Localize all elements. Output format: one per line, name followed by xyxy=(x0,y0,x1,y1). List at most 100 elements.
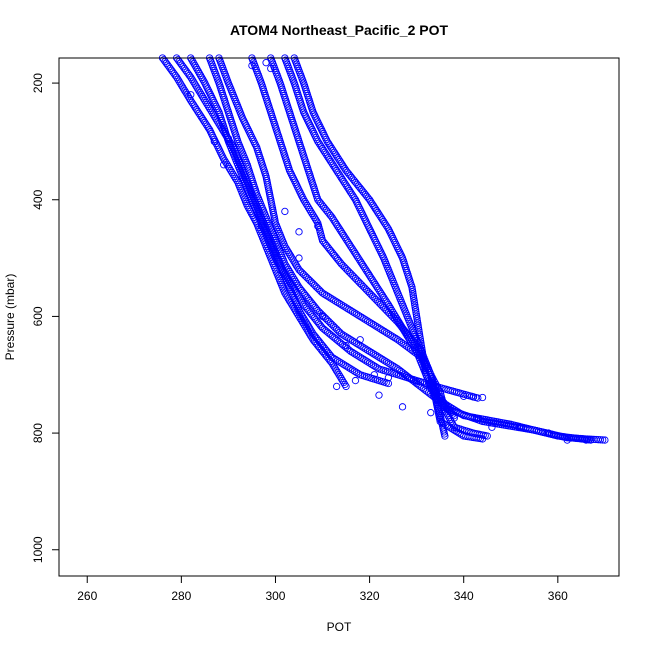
data-point xyxy=(197,113,206,121)
data-point xyxy=(224,134,233,143)
data-point xyxy=(372,282,381,291)
data-point xyxy=(307,207,315,216)
data-point xyxy=(330,296,338,304)
data-point xyxy=(285,268,294,276)
y-axis: 200 400 600 800 1000 xyxy=(31,73,59,563)
data-point xyxy=(337,159,345,167)
data-point xyxy=(436,417,444,426)
data-point xyxy=(347,242,355,251)
data-point xyxy=(375,286,383,294)
data-point xyxy=(229,170,237,179)
data-point xyxy=(308,328,316,336)
data-point xyxy=(356,341,364,350)
data-point xyxy=(378,216,387,224)
data-point xyxy=(374,284,382,292)
data-point xyxy=(188,75,196,83)
data-point xyxy=(297,310,305,319)
data-point xyxy=(367,348,376,357)
data-point xyxy=(384,301,393,309)
data-point xyxy=(401,328,409,336)
data-point xyxy=(318,145,327,153)
data-point xyxy=(192,83,201,91)
data-point xyxy=(446,415,454,424)
data-point xyxy=(197,73,206,81)
data-point xyxy=(439,399,447,407)
data-point xyxy=(383,223,391,231)
data-point xyxy=(367,360,376,368)
data-point xyxy=(310,213,318,221)
data-point xyxy=(337,374,345,383)
data-point xyxy=(357,259,365,267)
data-point xyxy=(348,190,356,198)
data-point xyxy=(596,436,605,444)
data-point xyxy=(295,306,303,315)
data-point xyxy=(288,254,296,262)
data-point xyxy=(281,242,289,251)
data-point xyxy=(185,71,194,80)
data-point xyxy=(198,93,207,101)
data-point xyxy=(314,137,322,146)
data-point xyxy=(329,146,337,155)
data-point xyxy=(364,346,372,354)
data-point xyxy=(563,436,571,444)
data-point xyxy=(329,215,337,223)
data-point xyxy=(369,361,377,370)
data-point xyxy=(443,401,451,409)
data-point xyxy=(488,423,496,431)
data-point xyxy=(197,91,206,99)
data-point xyxy=(345,186,354,195)
data-point xyxy=(332,152,341,160)
data-point xyxy=(450,414,458,422)
data-point xyxy=(205,104,214,113)
data-point xyxy=(334,222,342,231)
data-point xyxy=(195,109,203,117)
data-point xyxy=(388,361,396,370)
data-point xyxy=(305,205,314,214)
data-point xyxy=(335,299,344,308)
data-point xyxy=(341,380,349,389)
data-point xyxy=(371,362,379,371)
data-point xyxy=(460,392,468,400)
data-point xyxy=(348,337,357,345)
data-point xyxy=(196,89,204,97)
data-point xyxy=(382,358,391,366)
data-point xyxy=(344,185,353,193)
data-point xyxy=(227,166,235,175)
data-point xyxy=(201,96,209,105)
data-point xyxy=(248,211,257,219)
data-point xyxy=(315,139,323,147)
data-point xyxy=(292,262,301,270)
data-point xyxy=(587,436,595,444)
data-point xyxy=(340,163,348,171)
data-point xyxy=(601,436,609,444)
data-point xyxy=(341,361,349,370)
data-point xyxy=(371,322,379,330)
data-point xyxy=(380,327,389,336)
data-point xyxy=(294,281,302,289)
data-point xyxy=(358,313,366,322)
data-point xyxy=(336,157,344,166)
data-point xyxy=(324,139,333,147)
data-point xyxy=(376,212,384,220)
data-point xyxy=(200,94,208,103)
data-point xyxy=(333,298,342,307)
data-point xyxy=(175,77,183,85)
data-point xyxy=(350,248,358,256)
data-point xyxy=(289,273,297,282)
data-point xyxy=(474,414,482,423)
data-point xyxy=(363,268,371,276)
data-point xyxy=(202,98,210,107)
data-point xyxy=(292,279,301,288)
data-point xyxy=(305,330,314,338)
data-point xyxy=(290,275,298,284)
data-point xyxy=(382,329,391,337)
data-point xyxy=(401,341,409,349)
data-point xyxy=(198,115,207,123)
data-point xyxy=(388,306,396,315)
data-point xyxy=(300,320,308,328)
data-point xyxy=(301,198,309,206)
data-point xyxy=(187,96,195,105)
data-point xyxy=(230,172,238,181)
data-point xyxy=(332,297,340,305)
data-point xyxy=(318,289,327,297)
